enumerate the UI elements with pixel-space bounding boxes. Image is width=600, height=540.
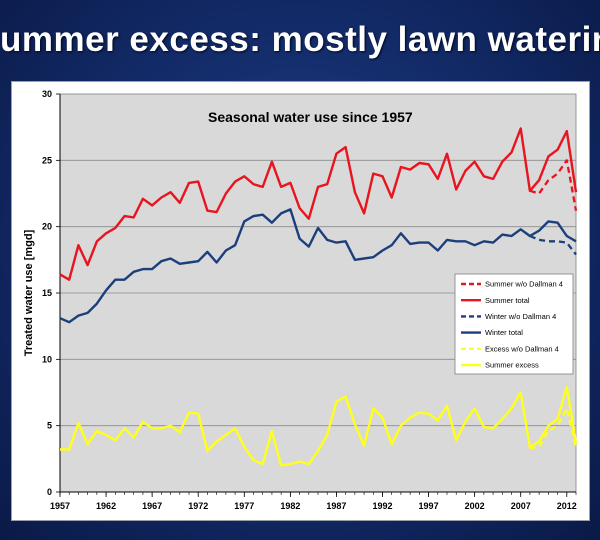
legend-box <box>454 273 574 375</box>
x-tick-label: 1997 <box>419 501 439 511</box>
x-tick-label: 1982 <box>280 501 300 511</box>
x-tick-label: 1977 <box>234 501 254 511</box>
slide-title: ummer excess: mostly lawn waterir <box>0 20 600 59</box>
x-tick-label: 1962 <box>96 501 116 511</box>
legend-entry: Winter total <box>485 328 523 337</box>
series-line-excess-w-o-dallman-4 <box>529 407 578 450</box>
water-use-chart: 0 5 10 15 20 25 30 1957 1962 1967 1972 1977 1982 1987… <box>23 89 578 511</box>
series-line-winter-w-o-dallman-4 <box>529 234 577 256</box>
x-tick-label: 1957 <box>50 501 70 511</box>
y-tick-label: 0 <box>47 487 52 497</box>
x-tick-label: 2002 <box>465 501 485 511</box>
y-tick-label: 30 <box>42 89 52 99</box>
y-tick-label: 10 <box>42 354 52 364</box>
series-line-summer-total <box>59 127 578 281</box>
legend-entry: Summer w/o Dallman 4 <box>485 280 563 289</box>
x-tick-label: 2012 <box>557 501 577 511</box>
y-tick-label: 5 <box>47 421 52 431</box>
chart-panel: 0 5 10 15 20 25 30 1957 1962 1967 1972 1977 1982 1987… <box>11 81 590 521</box>
x-tick-label: 1967 <box>142 501 162 511</box>
y-axis-label: Treated water use [mgd] <box>23 229 35 356</box>
legend-entry: Excess w/o Dallman 4 <box>485 344 559 353</box>
x-tick-label: 1992 <box>372 501 392 511</box>
y-tick-label: 15 <box>42 288 52 298</box>
y-tick-label: 20 <box>42 222 52 232</box>
x-tick-label: 1987 <box>326 501 346 511</box>
x-tick-label: 2007 <box>511 501 531 511</box>
series-line-summer-excess <box>60 386 578 467</box>
legend-entry: Winter w/o Dallman 4 <box>485 312 556 321</box>
legend-entry: Summer excess <box>485 361 539 370</box>
series-line-summer-w-o-dallman-4 <box>529 159 578 211</box>
legend-entry: Summer total <box>485 296 530 305</box>
y-tick-label: 25 <box>42 155 52 165</box>
x-tick-label: 1972 <box>188 501 208 511</box>
chart-title: Seasonal water use since 1957 <box>208 109 413 125</box>
series-line-winter-total <box>59 208 577 324</box>
